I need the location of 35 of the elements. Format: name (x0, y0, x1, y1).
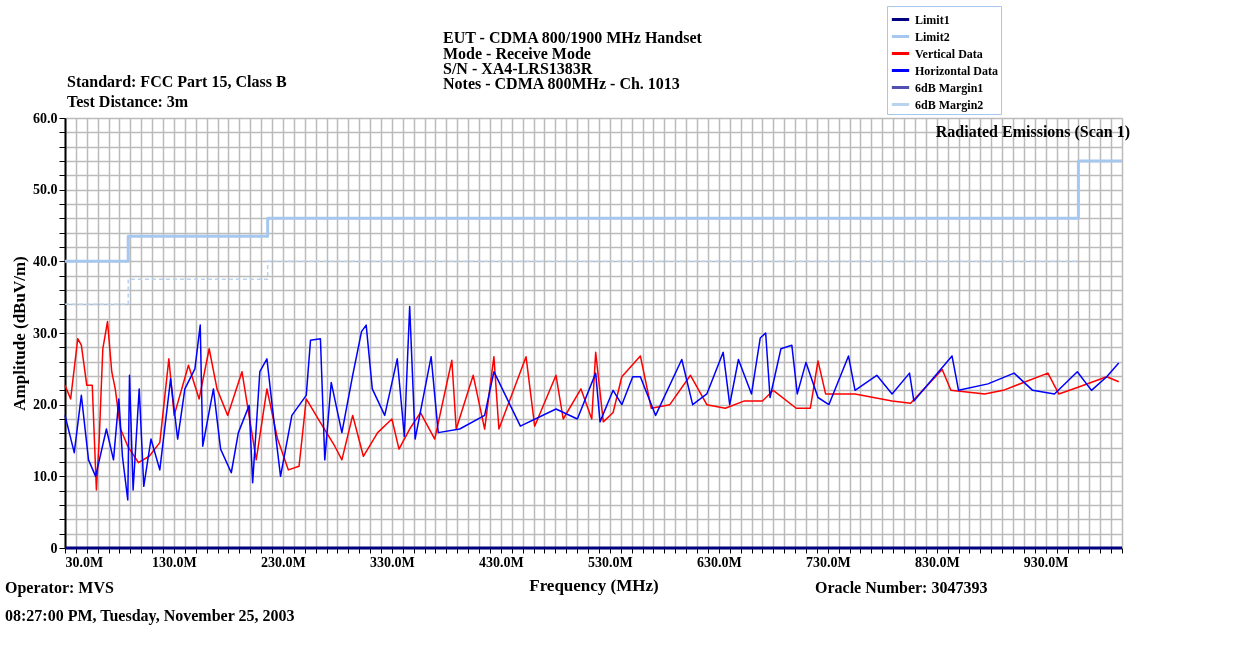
legend-label: 6dB Margin2 (915, 97, 984, 112)
y-axis-title: Amplitude (dBuV/m) (10, 256, 29, 411)
y-tick-label: 0 (50, 540, 58, 556)
y-tick-label: 40.0 (33, 253, 58, 269)
text: Test Distance: 3m (67, 93, 189, 110)
x-tick-label: 730.0M (805, 554, 851, 570)
legend-label: 6dB Margin1 (915, 80, 984, 95)
y-tick-label: 20.0 (33, 397, 58, 413)
legend-label: Horizontal Data (915, 63, 998, 78)
text: S/N - XA4-LRS1383R (443, 60, 593, 77)
y-tick-label: 50.0 (33, 182, 58, 198)
chart-title: Radiated Emissions (Scan 1) (935, 123, 1130, 141)
x-tick-label: 630.0M (696, 554, 742, 570)
x-tick-label: 130.0M (152, 554, 197, 570)
x-axis-title: Frequency (MHz) (529, 575, 659, 595)
x-tick-label: 830.0M (914, 554, 960, 570)
x-tick-label: 230.0M (261, 554, 306, 570)
x-tick-label: 930.0M (1023, 554, 1069, 570)
text: Notes - CDMA 800MHz - Ch. 1013 (443, 75, 680, 92)
legend-label: Limit2 (915, 29, 950, 44)
legend-label: Vertical Data (915, 46, 983, 61)
y-tick-label: 30.0 (33, 325, 58, 341)
x-tick-label: 30.0M (65, 554, 104, 570)
text: Standard: FCC Part 15, Class B (67, 73, 287, 90)
text: Mode - Receive Mode (443, 45, 591, 62)
x-tick-label: 430.0M (479, 554, 524, 570)
legend-label: Limit1 (915, 12, 950, 27)
y-tick-label: 60.0 (33, 110, 58, 126)
text: Operator: MVS (5, 579, 114, 597)
text: Oracle Number: 3047393 (815, 579, 988, 596)
text: 08:27:00 PM, Tuesday, November 25, 2003 (5, 607, 295, 625)
text: EUT - CDMA 800/1900 MHz Handset (443, 29, 703, 46)
y-tick-label: 10.0 (33, 468, 58, 484)
x-tick-label: 530.0M (587, 554, 633, 570)
x-tick-label: 330.0M (370, 554, 415, 570)
